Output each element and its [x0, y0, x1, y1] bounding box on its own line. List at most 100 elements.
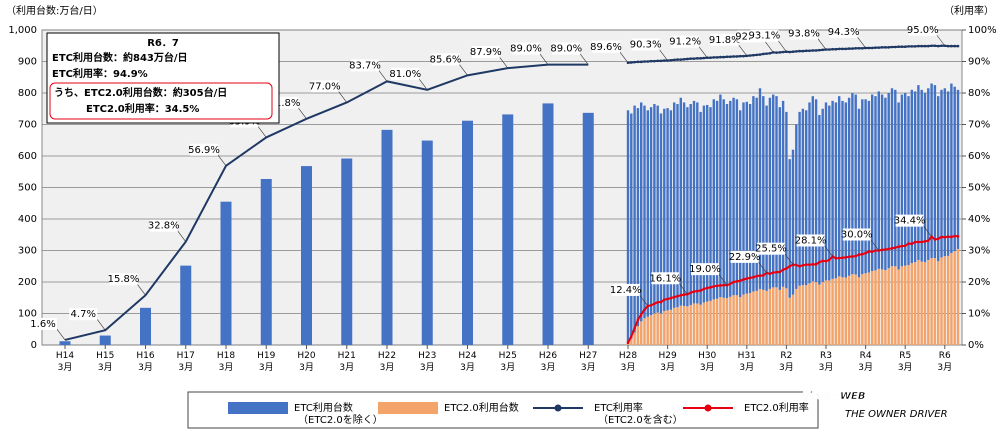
bar [679, 97, 682, 306]
y2-tick-label: 80% [968, 88, 990, 99]
bar [462, 120, 473, 345]
line-point [663, 59, 666, 62]
bar [867, 272, 871, 345]
bar [795, 288, 798, 345]
line-point [894, 45, 897, 49]
line-point [729, 55, 732, 59]
bar [689, 104, 692, 305]
bar [725, 104, 729, 299]
label-box [796, 234, 825, 247]
bar [712, 299, 715, 345]
bar [735, 295, 739, 345]
bar [673, 307, 676, 345]
info-highlight-line: ETC2.0利用率：34.5% [86, 102, 199, 115]
line-point [758, 274, 762, 278]
data-label: 12.4% [610, 285, 642, 296]
bar [722, 99, 725, 298]
line-point [894, 246, 897, 249]
bar [702, 302, 706, 345]
bar [692, 303, 696, 345]
line-point [923, 240, 927, 243]
bar [854, 274, 857, 345]
line-point [791, 50, 795, 54]
data-label: 89.0% [550, 44, 582, 55]
bar [920, 89, 923, 262]
line-point [748, 276, 752, 280]
line-point [686, 57, 689, 61]
line-point [705, 286, 709, 290]
data-label: 90.3% [630, 40, 662, 51]
line-point [699, 289, 702, 292]
line-point [927, 239, 930, 243]
line-point [676, 58, 679, 61]
label-box [552, 42, 581, 55]
x-tick-label: H27 3月 [579, 351, 598, 373]
bar [722, 297, 725, 345]
bar [653, 104, 656, 314]
x-tick-label: R2 3月 [779, 351, 794, 373]
bar [582, 112, 594, 345]
y-axis-label: （利用台数:万台/日） [6, 4, 103, 17]
label-box [908, 23, 937, 36]
bar [927, 88, 930, 260]
data-label: 19.0% [689, 264, 721, 275]
line-point [781, 50, 785, 54]
legend-note: （ETC2.0を除く） [298, 413, 383, 426]
bar [686, 306, 689, 345]
line-point [920, 44, 923, 48]
line-point [643, 60, 646, 63]
data-label: 28.1% [795, 235, 827, 246]
line-point [861, 46, 864, 50]
label-box [671, 35, 700, 48]
bar [880, 94, 884, 270]
line-point [936, 44, 940, 48]
bar [824, 102, 828, 281]
bar [301, 166, 312, 345]
data-label: 93.8% [788, 29, 820, 40]
x-tick-label: H16 3月 [136, 351, 155, 373]
line-point [844, 256, 848, 259]
bar [834, 102, 838, 279]
legend-swatch [228, 402, 288, 414]
line-point [745, 277, 749, 280]
x-tick-label: R6 3月 [937, 351, 953, 373]
line-point [798, 264, 801, 268]
line-point [884, 248, 887, 251]
line-point [719, 55, 722, 59]
data-label: 89.0% [510, 44, 542, 55]
bar [956, 89, 960, 249]
line-point [956, 44, 960, 48]
y-tick-label: 500 [18, 183, 37, 194]
bar [871, 94, 874, 271]
label-box [29, 317, 57, 330]
bar [805, 285, 808, 345]
line-point [752, 53, 755, 57]
line-point [907, 242, 910, 245]
data-label: 25.5% [755, 244, 787, 255]
bar [669, 110, 673, 310]
line-point [903, 45, 907, 48]
bar [950, 253, 953, 345]
line-point [861, 252, 864, 256]
line-point [808, 49, 811, 53]
bar [696, 102, 699, 304]
bar [682, 305, 686, 345]
y2-tick-label: 30% [968, 246, 990, 257]
bar [937, 96, 940, 262]
bar [59, 341, 71, 345]
bar [811, 281, 814, 345]
line-point [798, 49, 801, 53]
line-point [738, 54, 742, 58]
bar [676, 104, 679, 308]
line-point [679, 293, 683, 297]
bar [742, 102, 745, 295]
line-point [765, 52, 768, 55]
bar [755, 97, 758, 291]
bar [732, 295, 735, 345]
line-point [927, 44, 930, 48]
x-tick-label: H28 3月 [618, 351, 638, 373]
line-point [834, 257, 838, 260]
info-highlight-line: うち、ETC2.0利用台数：約305台/日 [54, 86, 227, 99]
bar [821, 282, 824, 345]
